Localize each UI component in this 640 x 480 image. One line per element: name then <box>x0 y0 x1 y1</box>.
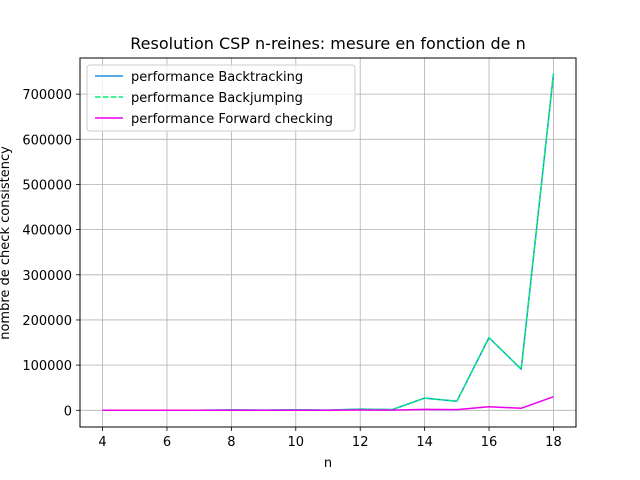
y-tick-label: 300000 <box>22 269 72 284</box>
x-tick-label: 16 <box>481 435 498 450</box>
y-tick-label: 500000 <box>22 178 72 193</box>
series-lines <box>102 73 555 412</box>
y-tick-label: 400000 <box>22 224 72 239</box>
y-tick-label: 100000 <box>22 359 72 374</box>
y-tick-label: 600000 <box>22 133 72 148</box>
x-tick-label: 18 <box>545 435 562 450</box>
x-axis-label: n <box>324 456 332 471</box>
y-tick-label: 700000 <box>22 88 72 103</box>
y-tick-label: 0 <box>64 404 72 419</box>
x-tick-label: 8 <box>227 435 235 450</box>
y-axis-label: nombre de check consistency <box>0 146 13 340</box>
axis-ticks: 4 6 8 10 12 14 16 18 0 100000 200000 300000 400000 50… <box>22 88 561 450</box>
x-tick-label: 6 <box>163 435 171 450</box>
x-tick-label: 14 <box>416 435 433 450</box>
x-tick-label: 10 <box>288 435 305 450</box>
y-tick-label: 200000 <box>22 314 72 329</box>
legend-label: performance Backtracking <box>131 70 303 85</box>
legend-label: performance Forward checking <box>131 112 333 127</box>
series-line-3 <box>102 395 554 412</box>
x-tick-label: 4 <box>98 435 106 450</box>
legend: performance Backtracking performance Back… <box>86 64 356 132</box>
legend-label: performance Backjumping <box>131 91 303 106</box>
x-tick-label: 12 <box>352 435 369 450</box>
chart-title: Resolution CSP n-reines: mesure en fonct… <box>130 34 525 53</box>
legend-box <box>86 64 356 132</box>
plot-area-frame <box>79 57 577 428</box>
